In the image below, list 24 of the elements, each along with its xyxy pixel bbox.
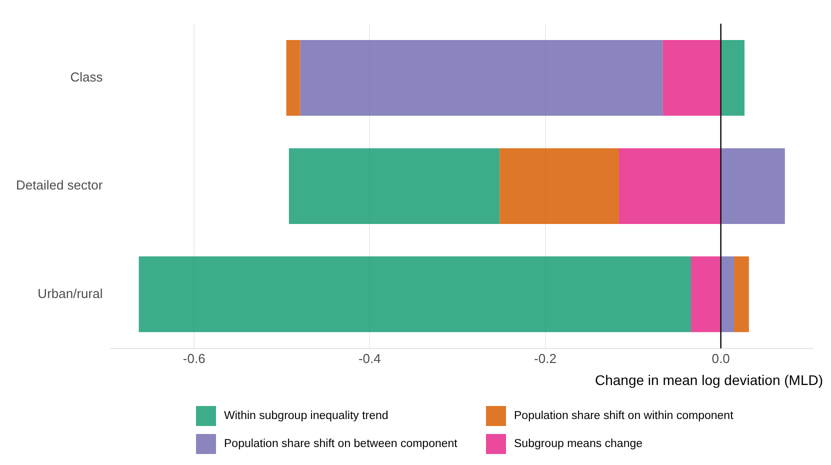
x-tick-label: 0.0 — [712, 350, 730, 366]
x-tick-label: -0.6 — [182, 350, 206, 366]
x-tick-label: -0.2 — [534, 350, 556, 366]
bar — [734, 256, 749, 332]
legend-label: Population share shift on between component — [224, 438, 458, 450]
bar — [288, 148, 500, 224]
x-tick-label: -0.4 — [358, 350, 381, 366]
bar — [138, 256, 691, 332]
bar — [690, 256, 720, 332]
bar — [500, 148, 619, 224]
y-tick-label: Urban/rural — [38, 286, 103, 301]
x-axis-title: Change in mean log deviation (MLD) — [594, 372, 823, 388]
legend-label: Within subgroup inequality trend — [224, 410, 388, 422]
bar — [721, 256, 734, 332]
legend-label: Subgroup means change — [514, 438, 643, 450]
bar — [300, 40, 663, 116]
bar — [286, 40, 300, 116]
bar — [721, 148, 785, 224]
y-tick-label: Class — [70, 69, 104, 84]
bar — [662, 40, 720, 116]
bar — [721, 40, 745, 116]
y-tick-label: Detailed sector — [16, 178, 104, 193]
bar — [618, 148, 720, 224]
legend-label: Population share shift on within component — [514, 410, 734, 422]
